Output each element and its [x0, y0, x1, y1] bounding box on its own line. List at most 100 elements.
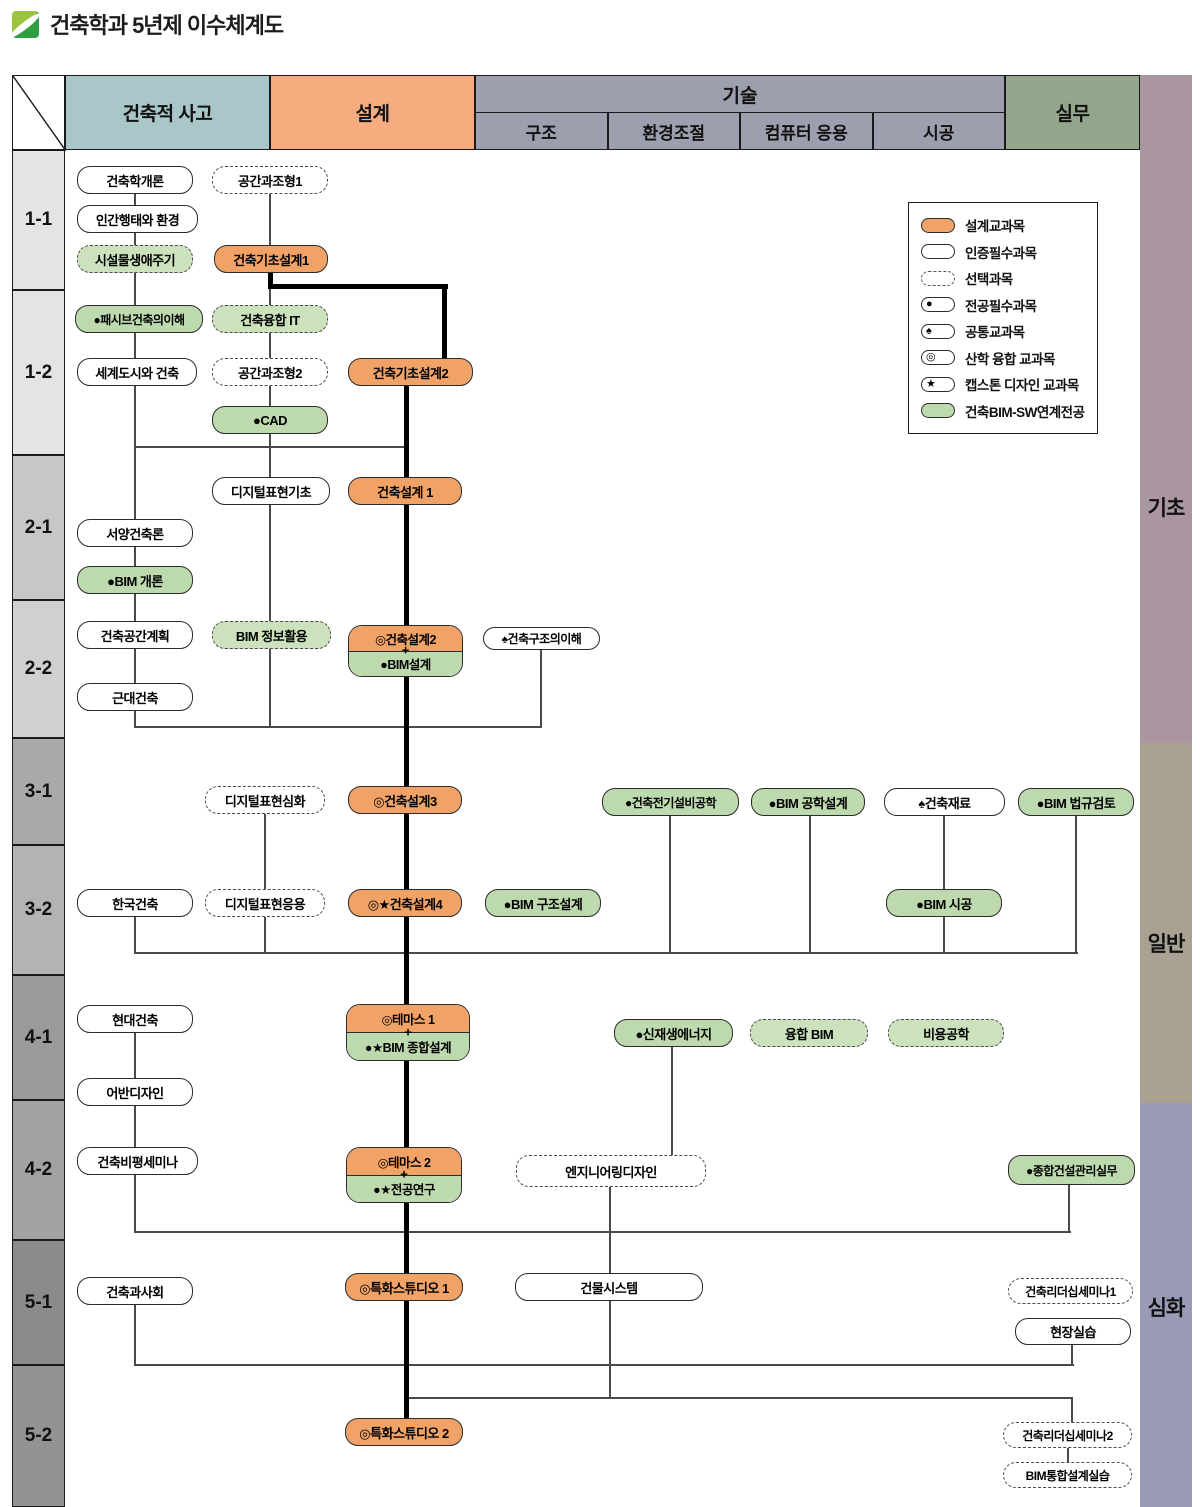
prerequisite-line — [809, 816, 811, 953]
semester-cell-4-2: 4-2 — [12, 1100, 65, 1240]
course-node: 비용공학 — [888, 1019, 1004, 1047]
prerequisite-line — [269, 386, 271, 406]
course-node: 현대건축 — [77, 1005, 193, 1033]
prerequisite-line — [1067, 1448, 1069, 1462]
prerequisite-line — [269, 333, 271, 358]
course-node: 융합 BIM — [750, 1019, 868, 1047]
course-node: 건물시스템 — [515, 1273, 703, 1301]
course-node: ●종합건설관리실무 — [1008, 1155, 1135, 1185]
combined-course-bottom: ●★전공연구 — [347, 1175, 461, 1202]
prerequisite-line — [269, 649, 271, 727]
prerequisite-line — [1071, 1397, 1073, 1423]
prerequisite-line — [134, 1305, 136, 1365]
course-node: 현장실습 — [1015, 1318, 1131, 1345]
column-header-design: 설계 — [270, 75, 475, 150]
prerequisite-line — [1071, 1345, 1073, 1365]
course-node: 건축과사회 — [77, 1277, 193, 1305]
course-node: 근대건축 — [77, 683, 193, 711]
course-node: 건축리더십세미나2 — [1003, 1422, 1132, 1448]
prerequisite-line — [134, 594, 136, 621]
prerequisite-line — [134, 1106, 136, 1147]
legend-green-pill-icon — [921, 403, 955, 418]
course-node: ◎특화스튜디오 1 — [345, 1273, 463, 1301]
prerequisite-line — [943, 816, 945, 889]
combined-course-node: ◎건축설계2 ●BIM설계 + — [348, 625, 463, 677]
course-node: 엔지니어링디자인 — [516, 1155, 706, 1187]
course-node: 한국건축 — [77, 889, 193, 917]
legend-orange-pill-icon — [921, 217, 955, 233]
course-node: ●BIM 시공 — [886, 889, 1002, 917]
course-node: 공간과조형2 — [212, 358, 328, 386]
semester-cell-2-2: 2-2 — [12, 600, 65, 738]
prerequisite-line — [134, 333, 136, 358]
prerequisite-line — [269, 434, 271, 477]
semester-cell-5-2: 5-2 — [12, 1365, 65, 1507]
legend-item-label: 설계교과목 — [965, 219, 1025, 235]
prerequisite-line — [134, 952, 1078, 954]
legend-item-label: 산학 융합 교과목 — [965, 351, 1055, 367]
course-node: BIM 정보활용 — [212, 621, 331, 649]
legend-box: 설계교과목 인증필수과목 선택과목 ● 전공필수과목 ♠ 공통교과목 ◎ 산학 융합 교과목 ★ 캡… — [908, 202, 1098, 434]
prerequisite-line — [134, 649, 136, 683]
stage-label-기초: 기초 — [1147, 497, 1186, 520]
course-node: 공간과조형1 — [212, 166, 328, 194]
prerequisite-line — [1075, 816, 1077, 953]
course-node: ◎건축설계3 — [348, 786, 462, 814]
course-node: 인간행태와 환경 — [77, 205, 198, 233]
course-node: 건축비평세미나 — [77, 1147, 198, 1175]
course-node: ●패시브건축의이해 — [75, 305, 203, 333]
course-node: 디지털표현기초 — [212, 477, 330, 505]
prerequisite-line — [269, 288, 271, 305]
plus-connector: + — [400, 1166, 408, 1182]
prerequisite-line — [264, 814, 266, 889]
prerequisite-line — [134, 726, 542, 728]
column-header-practice: 실무 — [1005, 75, 1140, 150]
course-node: 건축설계 1 — [348, 477, 462, 505]
prerequisite-line — [134, 917, 136, 953]
combined-course-top: ◎테마스 1 — [347, 1005, 469, 1033]
prerequisite-line — [671, 1047, 673, 1157]
prerequisite-line — [134, 1364, 1074, 1366]
prerequisite-line — [134, 273, 136, 305]
prerequisite-line — [134, 194, 136, 205]
prerequisite-line — [943, 917, 945, 953]
legend-dashed-pill-icon — [921, 270, 955, 286]
course-node: ♠건축재료 — [884, 788, 1005, 816]
legend-item: 선택과목 — [921, 268, 1097, 288]
prerequisite-line — [1068, 1185, 1070, 1232]
semester-cell-5-1: 5-1 — [12, 1240, 65, 1365]
course-node: 어반디자인 — [77, 1078, 193, 1106]
stage-band-심화 — [1140, 1103, 1192, 1507]
prerequisite-line — [609, 1301, 611, 1399]
prerequisite-line — [134, 1175, 136, 1232]
prerequisite-line — [540, 650, 542, 727]
legend-item: ♠ 공통교과목 — [921, 321, 1097, 341]
prerequisite-line — [406, 1397, 1073, 1399]
course-node: ◎특화스튜디오 2 — [345, 1418, 463, 1446]
course-node: ●건축전기설비공학 — [602, 788, 739, 816]
prerequisite-line — [134, 711, 136, 727]
legend-item-label: 인증필수과목 — [965, 245, 1037, 261]
legend-white-pill-icon — [921, 244, 955, 260]
legend-item: 인증필수과목 — [921, 242, 1097, 262]
design-spine-line — [268, 273, 273, 286]
legend-item-label: 선택과목 — [965, 272, 1013, 288]
semester-cell-3-1: 3-1 — [12, 738, 65, 845]
legend-white-pill-icon: ◎ — [921, 350, 955, 366]
column-header-technology: 기술 — [475, 75, 1005, 113]
stage-band-기초 — [1140, 75, 1192, 743]
course-node: ●BIM 공학설계 — [751, 788, 865, 816]
semester-cell-4-1: 4-1 — [12, 975, 65, 1100]
legend-white-pill-icon: ● — [921, 297, 955, 313]
legend-item: ★ 캡스톤 디자인 교과목 — [921, 374, 1097, 394]
prerequisite-line — [269, 194, 271, 245]
page-title: 건축학과 5년제 이수체계도 — [50, 13, 284, 38]
prerequisite-line — [264, 917, 266, 953]
course-node: 디지털표현심화 — [205, 786, 325, 814]
course-node: 건축리더십세미나1 — [1008, 1278, 1133, 1304]
course-node: ◎★건축설계4 — [348, 889, 462, 917]
prerequisite-line — [134, 1033, 136, 1078]
semester-cell-1-2: 1-2 — [12, 290, 65, 455]
course-node: 건축융합 IT — [212, 305, 328, 333]
combined-course-node: ◎테마스 2 ●★전공연구 + — [346, 1147, 462, 1203]
